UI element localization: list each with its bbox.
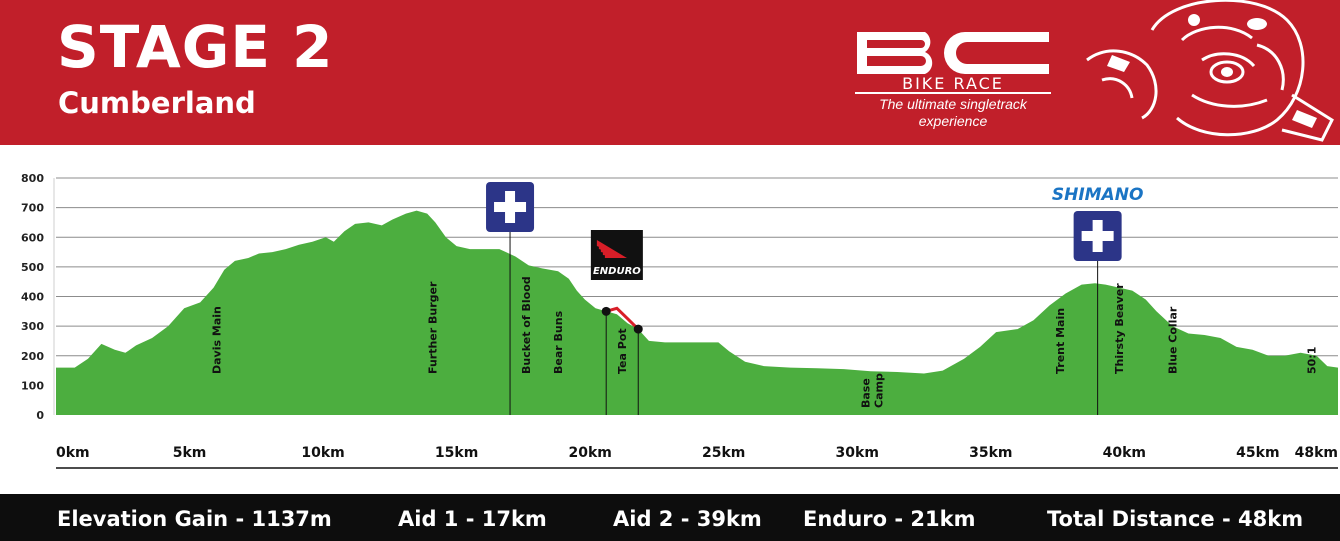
x-tick-label: 25km [702,445,745,461]
enduro-streak [598,243,627,258]
enduro-streak [604,252,627,258]
y-tick-label: 700 [21,202,44,215]
elevation-area-layer [56,210,1338,415]
x-tick-label: 48km [1295,445,1338,461]
y-tick-label: 800 [21,172,44,185]
stat-aid-1: Aid 1 - 17km [398,507,547,531]
stat-elevation-gain: Elevation Gain - 1137m [57,507,332,531]
location-label: Blue Collar [1166,306,1179,374]
y-tick-label: 500 [21,261,44,274]
aid-station-markers: ENDURO SHIMANO [486,182,1143,415]
x-tick-label: 5km [173,445,207,461]
location-label: Camp [873,373,886,408]
shimano-sponsor-logo: SHIMANO [1052,185,1144,205]
x-tick-label: 40km [1103,445,1146,461]
x-tick-label: 45km [1236,445,1279,461]
y-tick-label: 400 [21,291,44,304]
stage-title: STAGE 2 [57,13,334,81]
bc-logo-icon [857,32,1049,74]
stage-subtitle: Cumberland [58,86,256,120]
enduro-streak [600,246,627,258]
location-label: Tea Pot [616,328,629,374]
location-label: Further Burger [427,281,440,374]
y-tick-label: 200 [21,350,44,363]
enduro-segment [605,306,640,331]
elevation-area [56,210,1338,415]
x-tick-label: 20km [568,445,611,461]
x-tick-label: 15km [435,445,478,461]
stat-enduro: Enduro - 21km [803,507,976,531]
enduro-start-dot [601,306,611,316]
y-tick-label: 600 [21,231,44,244]
location-label: Trent Main [1054,308,1067,374]
stats-footer: Elevation Gain - 1137m Aid 1 - 17km Aid … [0,494,1340,541]
stat-aid-2: Aid 2 - 39km [613,507,762,531]
stat-total-distance: Total Distance - 48km [1047,507,1304,531]
bc-bike-race-logo: BIKE RACE The ultimate singletrack exper… [855,30,1055,129]
y-tick-label: 0 [36,409,44,422]
x-tick-label: 35km [969,445,1012,461]
x-tick-label: 0km [56,445,90,461]
location-label: 50:1 [1305,347,1318,374]
first-aid-cross-horizontal [494,202,527,212]
first-aid-cross-horizontal [1081,231,1114,241]
logo-tagline: The ultimate singletrack experience [879,96,1027,129]
x-tick-labels: 0km 5km 10km 15km 20km 25km 30km 35km 40km 45km 48… [56,445,1338,461]
logo-name: BIKE RACE [902,74,1004,93]
enduro-badge-text: ENDURO [593,266,641,277]
y-tick-labels: 0 100 200 300 400 500 600 700 800 [21,172,44,422]
location-labels: Davis Main Further Burger Bucket of Blood B… [210,276,1318,408]
enduro-streak [596,240,627,258]
y-tick-label: 100 [21,379,44,392]
location-label: Thirsty Beaver [1113,283,1126,374]
x-tick-label: 30km [836,445,879,461]
header-banner: STAGE 2 Cumberland BIKE RACE The ultimat… [0,0,1340,145]
x-tick-label: 10km [301,445,344,461]
logo-divider [855,92,1051,94]
location-label: Bear Buns [552,310,565,374]
location-label: Bucket of Blood [520,276,533,374]
tribal-bear-mascot-icon [1086,0,1334,142]
y-tick-label: 300 [21,320,44,333]
elevation-profile-chart: ENDURO SHIMANO Davis Main Further Burger Bu… [21,172,1338,469]
location-label: Base [859,378,872,408]
location-label: Davis Main [210,306,223,374]
enduro-end-dot [633,324,643,334]
